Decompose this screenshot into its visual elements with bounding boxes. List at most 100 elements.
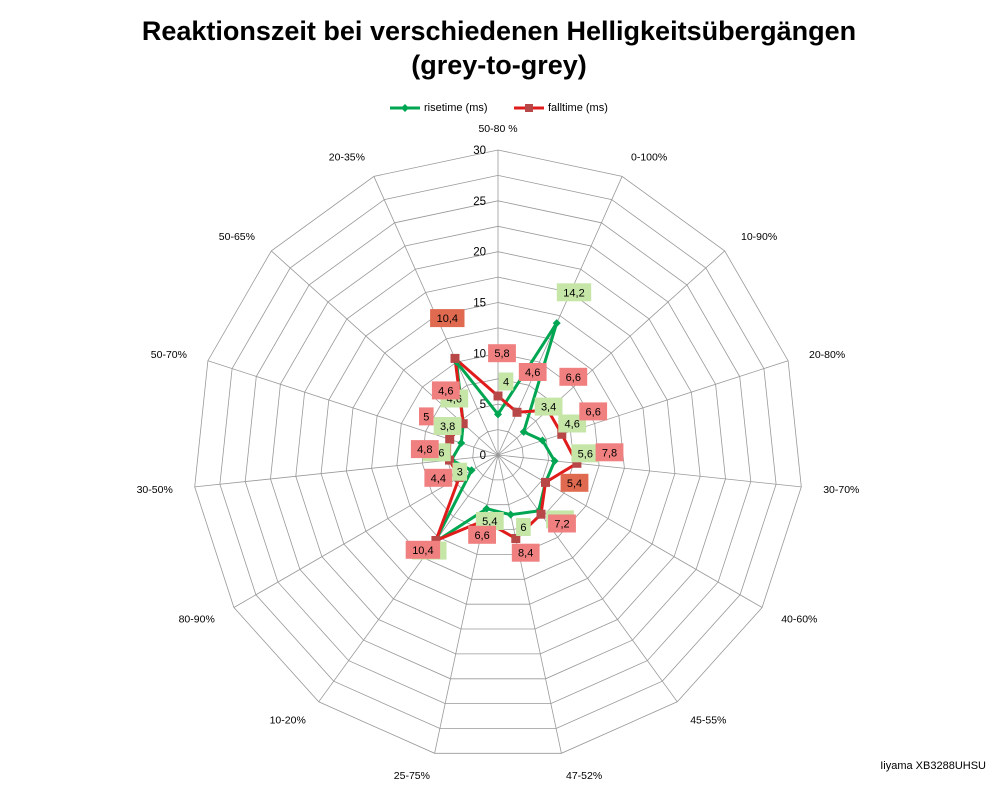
chart-title: Reaktionszeit bei verschiedenen Helligke… — [0, 14, 998, 82]
risetime-data-label-bg — [475, 512, 504, 530]
category-label: 30-50% — [137, 484, 173, 496]
falltime-data-label-bg — [488, 344, 516, 363]
falltime-point — [493, 391, 503, 401]
grid-spoke — [497, 454, 562, 754]
category-label: 20-80% — [809, 349, 845, 361]
grid-spoke — [497, 250, 725, 456]
falltime-data-label-bg — [511, 543, 540, 562]
falltime-data-label: 8,4 — [518, 548, 533, 560]
risetime-data-label: 4 — [503, 377, 509, 389]
falltime-point — [557, 429, 567, 439]
falltime-data-label: 6,6 — [566, 372, 581, 384]
grid-ring — [371, 327, 625, 580]
legend-label-falltime: falltime (ms) — [548, 102, 608, 114]
risetime-point — [506, 510, 515, 519]
risetime-point — [550, 456, 559, 465]
falltime-data-label-bg — [579, 402, 608, 421]
risetime-data-label-bg — [433, 417, 462, 435]
risetime-point — [519, 427, 528, 436]
risetime-data-label-bg — [558, 414, 587, 433]
falltime-data-label: 7,2 — [554, 519, 569, 531]
category-label: 0-100% — [631, 151, 667, 163]
falltime-data-label: 4,4 — [431, 473, 446, 485]
falltime-data-label: 5 — [423, 411, 429, 423]
category-label: 80-90% — [179, 614, 215, 626]
category-label: 45-55% — [690, 715, 726, 727]
falltime-data-label: 6,6 — [474, 530, 489, 542]
risetime-data-label: 3 — [457, 467, 463, 479]
grid-ring — [320, 276, 676, 630]
risetime-data-label: 6 — [520, 522, 526, 534]
falltime-data-label-bg — [560, 473, 589, 492]
tick-label: 5 — [480, 399, 486, 411]
falltime-data-label: 4,6 — [525, 367, 540, 379]
grid-ring — [219, 174, 777, 729]
grid-ring — [194, 149, 802, 754]
legend-swatch-risetime — [390, 104, 420, 112]
risetime-data-label: 5,4 — [482, 516, 497, 528]
risetime-data-label: 3,8 — [440, 421, 455, 433]
falltime-point — [511, 534, 521, 543]
risetime-point — [552, 319, 561, 328]
risetime-point — [538, 436, 547, 445]
tick-label: 20 — [473, 247, 486, 259]
footer-credit: Iiyama XB3288UHSU — [880, 760, 986, 772]
falltime-point — [445, 434, 455, 444]
falltime-data-label: 5,4 — [567, 478, 582, 490]
falltime-data-label-bg — [468, 525, 496, 544]
category-label: 10-90% — [741, 231, 777, 243]
grid-ring — [345, 302, 651, 605]
falltime-point — [458, 419, 468, 429]
falltime-data-label-bg — [430, 309, 465, 328]
falltime-data-label-bg — [405, 540, 441, 559]
grid-ring — [270, 225, 726, 680]
category-label: 25-75% — [394, 770, 430, 782]
grid-ring — [472, 429, 524, 481]
chart-title-line1: Reaktionszeit bei verschiedenen Helligke… — [141, 16, 857, 46]
category-label: 50-65% — [219, 231, 255, 243]
grid-ring — [295, 251, 701, 655]
falltime-data-label-bg — [419, 407, 434, 426]
legend-swatch-falltime — [514, 104, 544, 112]
legend-label-risetime: risetime (ms) — [424, 102, 488, 114]
falltime-data-label: 10,4 — [412, 545, 433, 557]
risetime-data-label-bg — [534, 397, 563, 416]
category-label: 47-52% — [566, 770, 602, 782]
falltime-data-label-bg — [431, 381, 460, 400]
falltime-data-label: 10,4 — [437, 313, 458, 325]
category-label: 50-80 % — [478, 123, 517, 135]
category-label: 30-70% — [823, 484, 859, 496]
tick-label: 15 — [473, 298, 486, 310]
risetime-point — [457, 439, 466, 448]
falltime-data-label-bg — [595, 443, 624, 462]
falltime-data-label: 6,6 — [586, 406, 601, 418]
falltime-data-label: 4,6 — [438, 385, 453, 397]
falltime-point — [431, 536, 441, 545]
risetime-data-label-bg — [556, 283, 592, 302]
grid-ring — [244, 200, 752, 704]
chart-title-line2: (grey-to-grey) — [411, 50, 587, 80]
risetime-data-label: 5,6 — [578, 448, 593, 460]
falltime-point — [572, 458, 582, 468]
grid-spoke — [497, 454, 678, 703]
falltime-data-label-bg — [518, 363, 547, 381]
category-label: 50-70% — [151, 349, 187, 361]
grid-spoke — [497, 454, 802, 488]
falltime-data-label: 4,8 — [417, 444, 432, 456]
falltime-point — [450, 353, 460, 363]
grid-spoke — [207, 360, 499, 456]
tick-label: 30 — [473, 145, 486, 157]
falltime-data-label-bg — [559, 367, 588, 386]
risetime-line — [433, 321, 559, 544]
falltime-data-label: 5,8 — [494, 348, 509, 360]
falltime-point — [541, 477, 550, 487]
category-label: 20-35% — [329, 151, 365, 163]
risetime-point — [494, 410, 502, 419]
falltime-data-label: 7,8 — [602, 447, 617, 459]
risetime-data-label-bg — [571, 444, 600, 463]
category-label: 10-20% — [270, 715, 306, 727]
grid-spoke — [497, 454, 763, 608]
risetime-data-label: 14,2 — [563, 287, 584, 299]
falltime-point — [512, 407, 522, 417]
